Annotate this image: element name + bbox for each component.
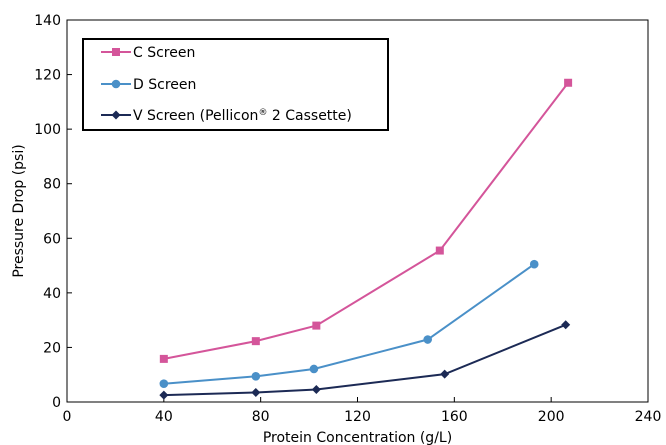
y-tick-label: 120 <box>34 68 61 84</box>
series-group <box>159 78 573 400</box>
series-line <box>163 323 567 397</box>
data-point <box>435 246 444 255</box>
series-2 <box>159 259 539 389</box>
data-point <box>312 321 321 330</box>
legend-swatch-marker <box>111 110 121 120</box>
x-tick-label: 200 <box>538 409 565 425</box>
legend-swatch-marker <box>112 48 120 56</box>
data-point <box>423 335 433 344</box>
legend-entry-3: V Screen (Pellicon® 2 Cassette) <box>101 108 352 124</box>
series-1 <box>159 78 573 363</box>
legend-entry-1: C Screen <box>101 45 195 61</box>
y-tick-label: 80 <box>43 177 61 193</box>
y-axis-ticks: 0 20 40 60 80 100 120 140 <box>34 13 72 411</box>
legend-label: D Screen <box>133 77 196 93</box>
y-tick-label: 40 <box>43 286 61 302</box>
data-point <box>251 337 260 346</box>
data-point <box>159 354 168 363</box>
x-tick-label: 160 <box>441 409 468 425</box>
data-point <box>251 372 261 381</box>
data-point <box>311 384 321 394</box>
series-3 <box>159 320 571 400</box>
data-point <box>309 364 319 374</box>
data-point <box>564 78 573 87</box>
series-line <box>163 263 535 385</box>
y-tick-label: 20 <box>43 340 61 356</box>
legend: C Screen D Screen V Screen (Pellicon® 2 Ca… <box>82 38 389 131</box>
y-tick-label: 60 <box>43 231 61 247</box>
legend-entry-2: D Screen <box>101 77 196 93</box>
data-point <box>159 379 169 389</box>
data-point <box>251 387 261 397</box>
x-axis-ticks: 0 40 80 120 160 200 240 <box>63 397 662 425</box>
x-tick-label: 80 <box>252 409 270 425</box>
x-tick-label: 0 <box>63 409 72 425</box>
data-point <box>529 259 539 269</box>
data-point <box>561 320 571 330</box>
legend-label: C Screen <box>133 45 195 61</box>
data-point <box>440 369 450 379</box>
x-tick-label: 240 <box>635 409 662 425</box>
data-point <box>159 390 169 400</box>
legend-label: V Screen (Pellicon® 2 Cassette) <box>133 108 352 124</box>
legend-swatch-marker <box>111 79 121 89</box>
y-tick-label: 100 <box>34 122 61 138</box>
y-tick-label: 0 <box>52 395 61 411</box>
x-axis-title: Protein Concentration (g/L) <box>263 430 452 445</box>
x-tick-label: 120 <box>344 409 371 425</box>
legend-box <box>82 38 389 131</box>
y-axis-title: Pressure Drop (psi) <box>11 144 27 277</box>
y-tick-label: 140 <box>34 13 61 29</box>
x-tick-label: 40 <box>155 409 173 425</box>
